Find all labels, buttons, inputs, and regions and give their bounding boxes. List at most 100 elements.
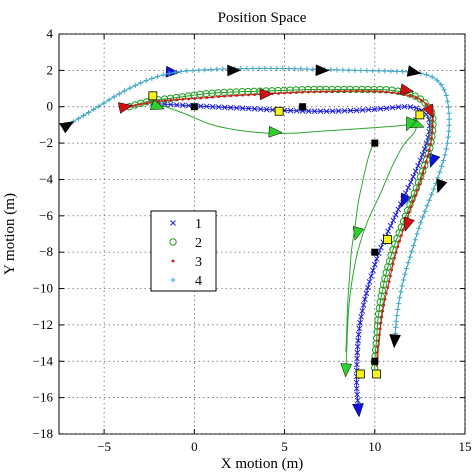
data-point-dot: [295, 91, 298, 94]
data-point-plus: [429, 74, 435, 80]
data-point-dot: [199, 96, 203, 100]
data-point-plus: [121, 88, 128, 94]
x-tick-label: 15: [459, 439, 472, 454]
data-point-dot: [414, 96, 418, 99]
data-point-plus: [394, 68, 400, 75]
arrowhead: [403, 216, 415, 232]
data-point-x: [377, 105, 384, 112]
data-point-dot: [421, 171, 425, 175]
data-point-plus: [328, 67, 334, 73]
data-point-plus: [274, 65, 280, 72]
data-point-dot: [175, 98, 179, 102]
series-path-4: [149, 98, 425, 378]
data-point-plus: [395, 306, 401, 313]
data-point-plus: [393, 318, 399, 324]
data-point-plus: [256, 65, 262, 72]
arrowhead: [406, 65, 422, 77]
data-point-plus: [446, 116, 452, 122]
data-point-dot: [325, 90, 328, 93]
data-point-dot: [400, 233, 403, 237]
arrowhead: [259, 88, 274, 101]
data-point-x: [356, 325, 363, 332]
data-point-dot: [401, 228, 405, 232]
data-point-plus: [96, 103, 102, 109]
y-tick-label: −12: [33, 317, 53, 332]
data-point-dot: [355, 89, 358, 93]
data-point-dot: [367, 89, 370, 93]
data-point-plus: [422, 208, 428, 214]
data-point-dot: [381, 309, 385, 313]
data-point-plus: [292, 66, 298, 72]
arrowhead: [340, 363, 353, 378]
data-point-dot: [169, 98, 173, 102]
data-point-circle: [421, 99, 429, 107]
data-point-plus: [364, 67, 370, 74]
data-point-dot: [419, 177, 423, 181]
data-point-x: [401, 103, 408, 110]
data-point-x: [355, 337, 361, 344]
data-point-plus: [280, 65, 286, 72]
data-point-x: [354, 343, 361, 350]
data-point-plus: [402, 271, 408, 277]
data-point-plus: [352, 67, 358, 73]
data-point-plus: [154, 73, 161, 80]
data-point-dot: [277, 91, 280, 95]
data-point-x: [365, 106, 372, 113]
data-point-dot: [253, 93, 257, 96]
data-point-plus: [80, 112, 87, 119]
data-point-plus: [399, 283, 405, 289]
data-point-plus: [431, 186, 437, 192]
y-tick-label: −6: [39, 208, 53, 223]
data-point-plus: [340, 67, 346, 73]
data-point-dot: [379, 321, 383, 325]
x-tick-label: −5: [97, 439, 111, 454]
data-point-dot: [373, 89, 376, 93]
data-point-dot: [391, 91, 394, 95]
data-point-dot: [431, 124, 434, 128]
y-tick-label: −16: [33, 390, 54, 405]
data-point-x: [362, 296, 368, 303]
data-point-dot: [193, 97, 197, 100]
data-point-x: [357, 319, 363, 326]
markers-layer: [148, 91, 425, 379]
data-point-dot: [319, 90, 322, 94]
legend-label: 3: [195, 255, 202, 270]
data-point-x: [355, 331, 362, 338]
x-tick-label: 10: [368, 439, 381, 454]
data-point-dot: [387, 280, 391, 284]
data-point-plus: [85, 109, 92, 116]
data-point-plus: [403, 265, 410, 272]
data-point-plus: [396, 300, 402, 307]
data-point-plus: [127, 85, 133, 91]
data-point-x: [353, 107, 360, 114]
data-point-x: [363, 290, 370, 297]
data-point-dot: [398, 239, 401, 243]
y-tick-label: −18: [33, 426, 53, 441]
data-point-x: [358, 313, 364, 320]
legend-label: 4: [195, 274, 202, 289]
data-point-dot: [376, 345, 380, 349]
data-point-dot: [331, 89, 334, 93]
data-point-x: [305, 108, 312, 114]
data-point-plus: [214, 66, 220, 72]
data-point-x: [354, 355, 360, 362]
series-layer: [59, 64, 452, 418]
data-point-x: [203, 103, 210, 110]
data-point-dot: [385, 90, 388, 94]
y-tick-label: −2: [39, 135, 53, 150]
data-point-plus: [441, 87, 447, 93]
data-point-dot: [427, 148, 431, 152]
data-point-plus: [346, 67, 352, 73]
waypoint-yellow: [274, 106, 284, 116]
data-point-dot: [307, 90, 310, 94]
data-point-plus: [166, 70, 172, 77]
data-point-x: [167, 101, 174, 108]
data-point-x: [257, 106, 264, 113]
data-point-x: [366, 278, 373, 285]
data-point-x: [215, 104, 222, 110]
data-point-plus: [445, 104, 452, 110]
y-tick-label: −4: [39, 171, 53, 186]
data-point-dot: [383, 297, 387, 301]
x-axis-label: X motion (m): [221, 456, 304, 472]
